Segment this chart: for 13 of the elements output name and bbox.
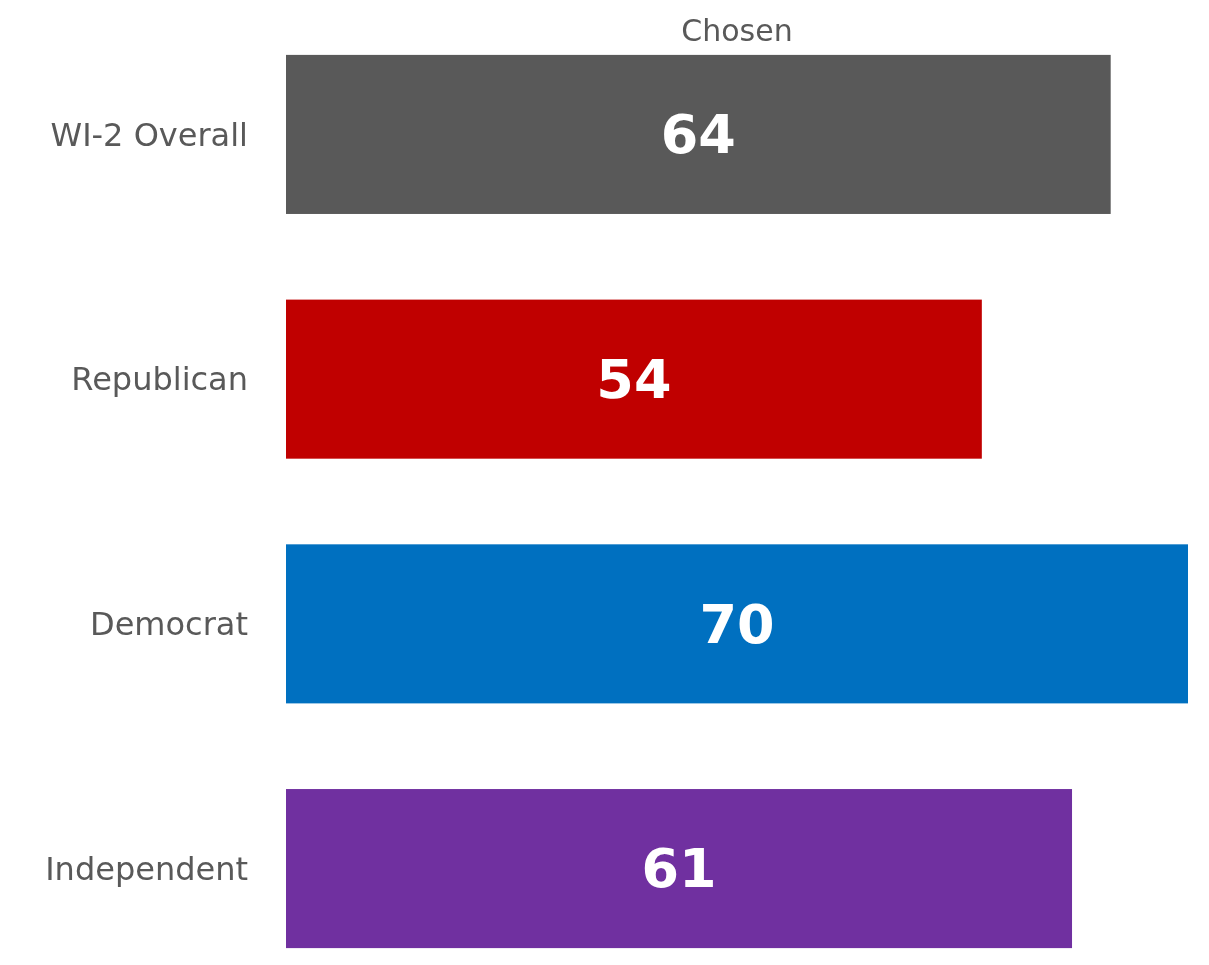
data-label: 70 <box>699 592 775 656</box>
bar <box>286 54 1111 214</box>
bar <box>286 299 982 459</box>
y-tick-label: Independent <box>45 849 248 888</box>
y-tick-label: WI-2 Overall <box>50 115 248 154</box>
data-label: 64 <box>660 103 736 167</box>
data-label: 54 <box>596 348 672 412</box>
bar <box>286 789 1073 949</box>
y-tick-label: Democrat <box>90 605 248 644</box>
y-tick-label: Republican <box>71 360 248 399</box>
chart-title: Chosen <box>681 12 793 48</box>
data-label: 61 <box>641 837 717 901</box>
bar <box>286 544 1188 704</box>
